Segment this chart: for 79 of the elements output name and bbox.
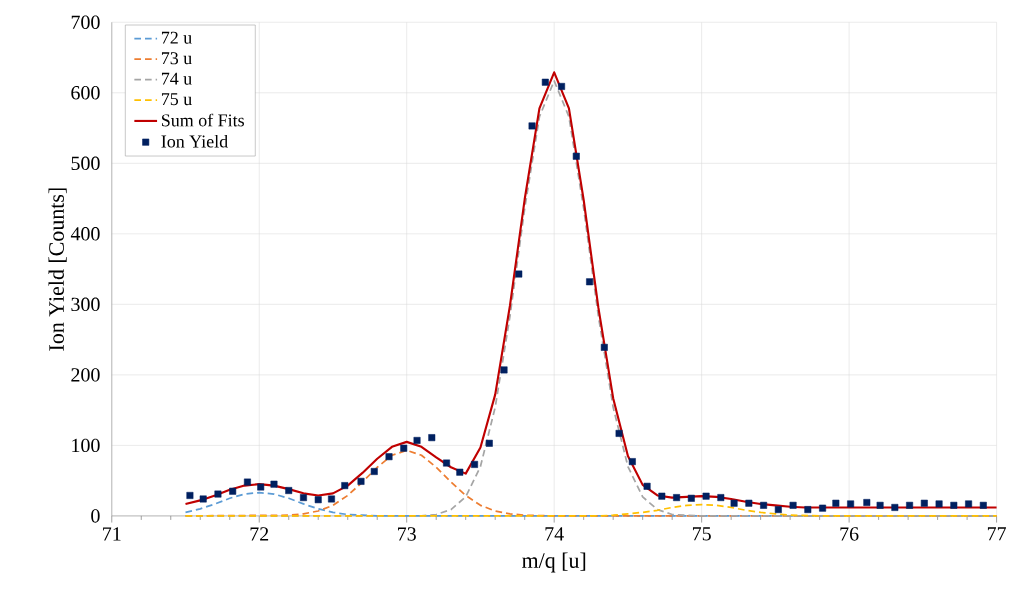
point — [515, 270, 523, 278]
point — [370, 468, 378, 476]
point — [876, 502, 884, 509]
point — [341, 482, 349, 490]
point — [485, 439, 493, 447]
point — [500, 366, 508, 374]
y-tick-label: 300 — [71, 297, 100, 312]
point — [413, 437, 421, 445]
point — [760, 502, 768, 509]
x-tick-label: 74 — [545, 527, 564, 541]
point — [745, 499, 753, 507]
point — [385, 453, 393, 461]
point — [891, 504, 899, 512]
point — [300, 494, 307, 502]
point — [774, 506, 782, 514]
y-tick-label: 200 — [71, 368, 100, 382]
legend-label: 75 u — [161, 93, 192, 106]
y-tick-label: 600 — [71, 86, 100, 100]
legend-label: 73 u — [161, 52, 192, 65]
point — [979, 502, 987, 509]
point — [558, 83, 566, 91]
point — [314, 496, 322, 504]
point — [717, 494, 725, 502]
point — [257, 483, 265, 491]
point — [572, 152, 580, 160]
point — [357, 478, 365, 485]
point — [950, 502, 958, 509]
x-tick-label: 75 — [692, 527, 711, 541]
point — [243, 478, 251, 486]
point — [471, 461, 479, 469]
legend-label: Sum of Fits — [162, 113, 244, 127]
point — [428, 434, 436, 442]
point — [863, 499, 871, 507]
point — [456, 468, 464, 476]
point — [789, 502, 797, 509]
point — [965, 500, 973, 508]
x-tick-label: 72 — [250, 527, 269, 541]
point — [643, 482, 651, 490]
y-tick-label: 700 — [71, 15, 100, 30]
point — [702, 492, 710, 500]
y-tick-label: 500 — [71, 156, 100, 171]
legend-label: Ion Yield — [161, 135, 228, 148]
point — [400, 444, 408, 452]
point — [229, 487, 237, 495]
x-tick-label: 73 — [398, 527, 416, 541]
point — [658, 492, 666, 500]
point — [328, 495, 335, 503]
x-tick-label: 71 — [103, 527, 121, 541]
y-tick-label: 100 — [72, 438, 100, 453]
point — [199, 495, 207, 503]
point — [615, 430, 623, 437]
point — [214, 490, 222, 498]
point — [935, 500, 943, 508]
point — [819, 504, 827, 512]
point — [586, 278, 594, 286]
legend-label: 74 u — [161, 72, 192, 85]
point — [906, 502, 914, 509]
point — [832, 499, 840, 507]
point — [186, 492, 194, 500]
point — [541, 78, 549, 86]
point — [443, 459, 450, 467]
x-tick-label: 76 — [840, 527, 859, 541]
point — [730, 499, 738, 507]
x-axis-title: m/q [u] — [522, 552, 586, 573]
point — [804, 506, 812, 514]
legend-label: 72 u — [161, 31, 192, 44]
y-axis-title: Ion Yield [Counts] — [48, 188, 67, 351]
point — [628, 458, 636, 466]
point — [687, 494, 695, 502]
point — [673, 494, 681, 502]
x-tick-label: 77 — [987, 527, 1006, 541]
y-tick-label: 0 — [91, 509, 100, 523]
point — [528, 122, 536, 130]
point — [270, 480, 278, 488]
point — [847, 500, 855, 508]
y-tick-label: 400 — [70, 227, 100, 241]
point — [600, 344, 608, 351]
point — [920, 499, 928, 507]
point — [285, 487, 293, 495]
